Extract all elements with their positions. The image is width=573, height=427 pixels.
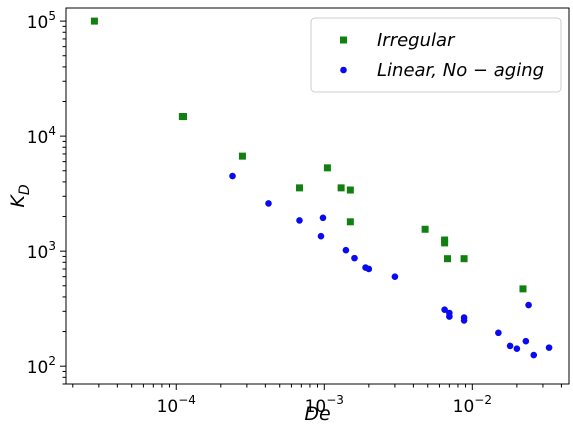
linear-no-aging-point	[525, 301, 532, 309]
axis-ticks	[60, 20, 562, 390]
y-tick-label: 105	[27, 9, 56, 33]
irregular-point	[346, 186, 354, 194]
irregular-point	[519, 285, 527, 293]
data-points	[90, 17, 553, 359]
legend-box	[310, 17, 562, 93]
linear-no-aging-point	[441, 306, 448, 313]
y-axis-label: KD	[7, 184, 33, 207]
linear-no-aging-point	[513, 345, 521, 352]
linear-no-aging-point	[342, 246, 350, 254]
linear-no-aging-point	[545, 344, 553, 351]
linear-no-aging-point	[265, 200, 272, 207]
legend: Irregular Linear, No − aging	[310, 17, 562, 93]
legend-label: Irregular	[377, 30, 456, 51]
y-tick-label: 104	[27, 124, 56, 148]
legend-label: Linear, No − aging	[377, 60, 544, 81]
x-tick-label: 10−3	[305, 393, 344, 417]
y-tick-label: 102	[27, 354, 56, 378]
y-axis-label-subscript: D	[17, 184, 33, 195]
linear-no-aging-point	[391, 273, 399, 280]
linear-no-aging-point	[446, 313, 453, 320]
linear-no-aging-point	[319, 214, 327, 222]
linear-no-aging-point	[522, 337, 530, 345]
irregular-point	[441, 239, 449, 247]
x-tick-label: 10−2	[453, 393, 492, 417]
irregular-point	[295, 184, 303, 192]
irregular-point	[323, 164, 331, 172]
linear-no-aging-point	[495, 329, 502, 337]
linear-no-aging-point	[506, 342, 514, 350]
irregular-point	[337, 184, 345, 192]
irregular-point	[180, 113, 188, 121]
irregular-point	[346, 218, 354, 226]
linear-no-aging-point	[351, 254, 358, 262]
tick-labels: 10−4 10−3 10−2 102 103 104 105	[27, 9, 492, 417]
linear-no-aging-point	[460, 317, 468, 324]
linear-no-aging-point	[317, 232, 325, 240]
y-tick-label: 103	[27, 239, 56, 263]
linear-no-aging-point	[296, 217, 303, 224]
linear-no-aging-point	[530, 351, 538, 359]
irregular-point	[238, 152, 246, 160]
irregular-point	[444, 255, 452, 263]
irregular-point	[90, 17, 98, 25]
y-axis-label-main: K	[7, 194, 29, 208]
x-tick-label: 10−4	[157, 393, 196, 417]
irregular-point	[421, 225, 429, 233]
legend-marker-linear	[340, 66, 347, 74]
linear-no-aging-point	[365, 265, 373, 273]
irregular-point	[460, 255, 468, 263]
x-axis-label: De	[304, 403, 330, 425]
legend-marker-irregular	[340, 36, 347, 44]
plot-frame	[65, 7, 570, 385]
linear-no-aging-point	[229, 172, 236, 180]
legend-entries: Irregular Linear, No − aging	[340, 30, 544, 81]
